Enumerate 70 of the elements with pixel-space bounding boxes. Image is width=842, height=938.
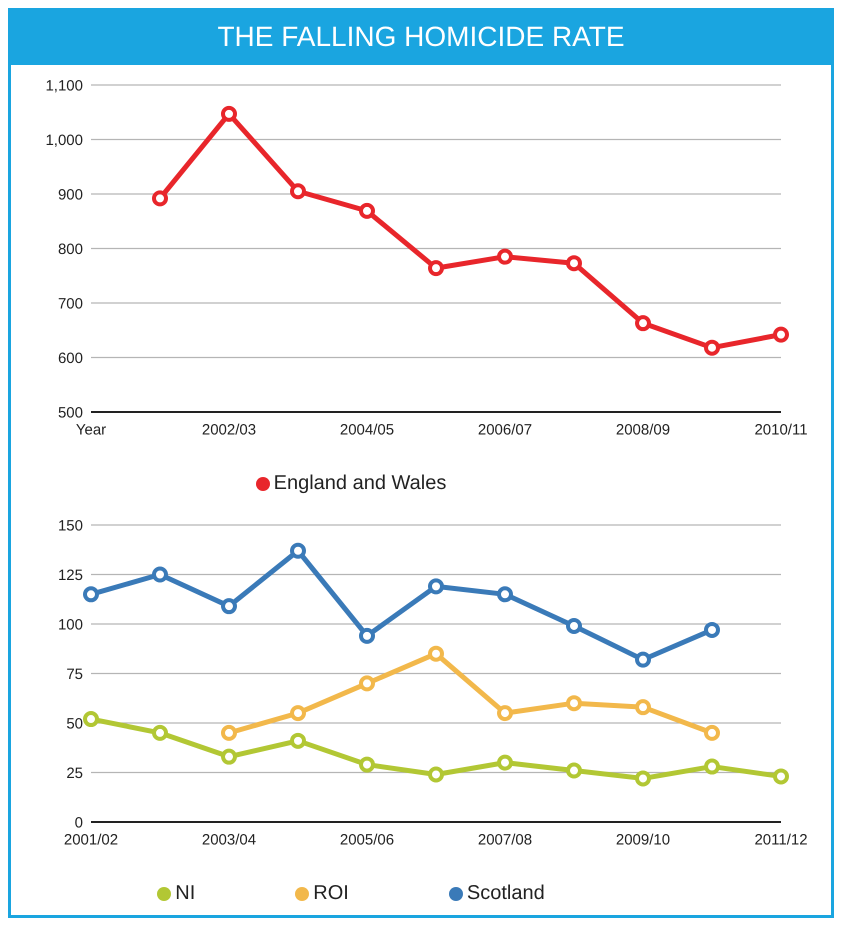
x-tick-label: 2008/09 [616,422,670,439]
y-tick-label: 0 [74,814,83,832]
point [704,340,720,356]
y-tick-label: 600 [58,350,83,367]
x-tick-label: 2005/06 [340,832,394,849]
point [497,705,513,722]
point [428,766,444,782]
point [290,705,306,722]
y-tick-label: 25 [66,764,83,782]
y-tick-label: 100 [58,616,83,634]
point [566,255,582,272]
legend-label: Scotland [466,882,545,904]
y-tick-label: 75 [66,666,83,683]
y-tick-label: 50 [66,715,83,732]
point [704,622,720,638]
point [773,326,789,343]
point [290,183,306,200]
point [635,315,651,332]
point [428,578,444,594]
point [635,699,651,716]
point [428,260,444,276]
point [704,758,720,775]
point [359,756,375,773]
point [83,711,99,728]
point [773,768,789,784]
x-tick-label: 2004/05 [340,422,394,439]
point [428,646,444,662]
point [83,586,99,602]
point [359,202,375,219]
x-tick-label: 2001/02 [64,832,118,849]
y-tick-label: 700 [58,295,83,312]
x-tick-label: 2007/08 [478,832,532,849]
point [497,754,513,771]
point [497,586,513,602]
point [566,618,582,634]
point [221,106,237,122]
y-tick-label: 125 [58,566,83,584]
x-tick-label: 2003/04 [202,832,256,849]
point [290,542,306,559]
x-tick-label: 2002/03 [202,422,256,439]
x-tick-label: Year [76,422,106,439]
point [221,748,237,765]
point [566,762,582,779]
point [152,190,168,206]
point [635,770,651,786]
y-tick-label: 1,000 [45,132,83,149]
point [221,724,237,741]
point [152,724,168,741]
point [497,248,513,265]
x-tick-label: 2010/11 [754,422,808,439]
y-tick-label: 800 [58,240,83,258]
point [359,628,375,644]
x-tick-label: 2006/07 [478,422,532,439]
y-tick-label: 150 [58,517,83,534]
point [152,566,168,582]
legend-label: England and Wales [274,472,446,494]
x-tick-label: 2009/10 [616,832,670,849]
point [221,598,237,614]
y-tick-label: 500 [58,404,83,422]
point [566,695,582,712]
x-tick-label: 2011/12 [754,832,808,849]
point [704,724,720,741]
y-tick-label: 900 [58,186,83,204]
legend-label: ROI [313,882,349,904]
point [359,675,375,692]
chart-title: THE FALLING HOMICIDE RATE [11,11,831,65]
point [290,732,306,749]
y-tick-label: 1,100 [45,77,83,94]
point [635,652,651,668]
legend-label: NI [175,882,196,904]
